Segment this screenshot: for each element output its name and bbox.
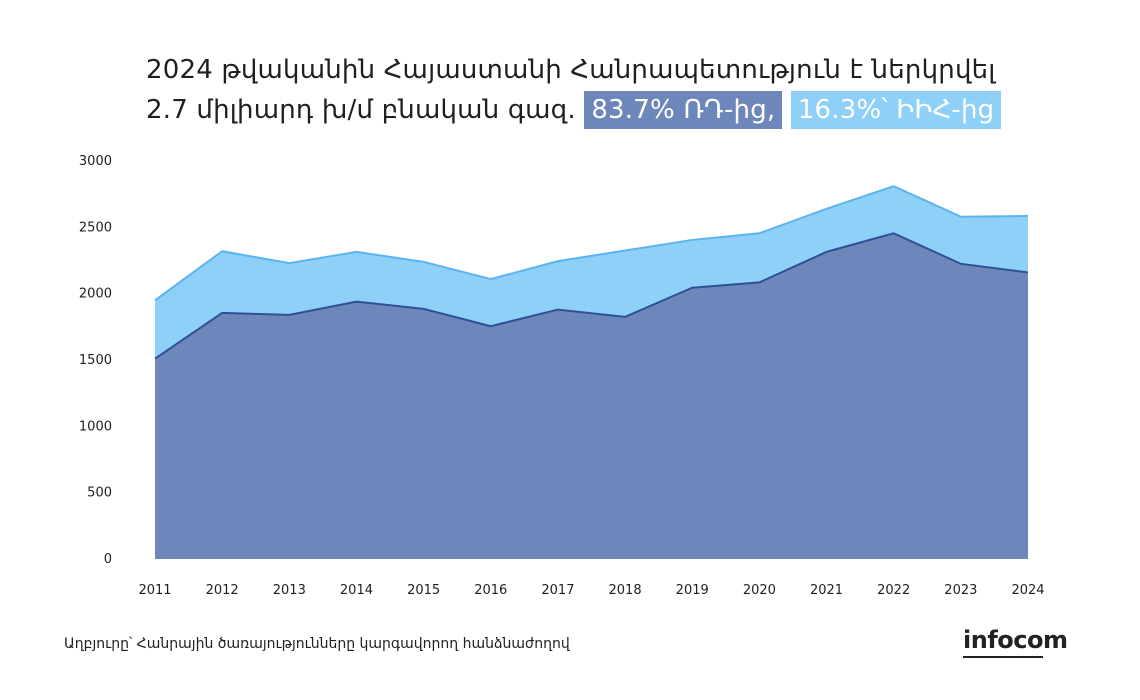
chart-title: 2024 թվականին Հայաստանի Հանրապետություն … xyxy=(146,50,1046,130)
y-tick-label: 1000 xyxy=(79,419,112,434)
x-tick-label: 2023 xyxy=(944,583,977,598)
y-tick-label: 3000 xyxy=(79,154,112,169)
title-line-1: 2024 թվականին Հայաստանի Հանրապետություն … xyxy=(146,55,996,85)
x-tick-label: 2013 xyxy=(273,583,306,598)
area-iran xyxy=(155,186,1028,359)
x-tick-label: 2012 xyxy=(206,583,239,598)
highlight-iran: 16.3%՝ ԻԻՀ-ից xyxy=(790,91,1002,129)
line-russia xyxy=(154,232,1029,360)
x-tick-label: 2016 xyxy=(474,583,507,598)
x-tick-label: 2017 xyxy=(541,583,574,598)
y-tick-label: 500 xyxy=(87,486,112,501)
logo-underline xyxy=(963,656,1043,658)
source-note: Աղբյուրը՝ Հանրային ծառայությունները կարգ… xyxy=(64,636,570,652)
y-tick-label: 0 xyxy=(104,552,112,567)
x-tick-label: 2021 xyxy=(810,583,843,598)
area-russia xyxy=(155,233,1028,559)
title-line-2: 2.7 միլիարդ խ/մ բնական գազ. 83.7% ՌԴ-ից,… xyxy=(146,90,1046,130)
x-tick-label: 2011 xyxy=(138,583,171,598)
line-total xyxy=(154,185,1029,302)
x-tick-label: 2014 xyxy=(340,583,373,598)
y-tick-label: 2000 xyxy=(79,287,112,302)
y-tick-label: 2500 xyxy=(79,220,112,235)
highlight-russia: 83.7% ՌԴ-ից, xyxy=(584,91,783,129)
x-tick-label: 2022 xyxy=(877,583,910,598)
x-tick-label: 2024 xyxy=(1011,583,1044,598)
infocom-logo: infocom xyxy=(963,626,1068,654)
x-tick-label: 2019 xyxy=(676,583,709,598)
x-tick-label: 2015 xyxy=(407,583,440,598)
y-tick-label: 1500 xyxy=(79,353,112,368)
x-tick-label: 2018 xyxy=(609,583,642,598)
x-tick-label: 2020 xyxy=(743,583,776,598)
title-line-2-text: 2.7 միլիարդ խ/մ բնական գազ. xyxy=(146,95,576,125)
